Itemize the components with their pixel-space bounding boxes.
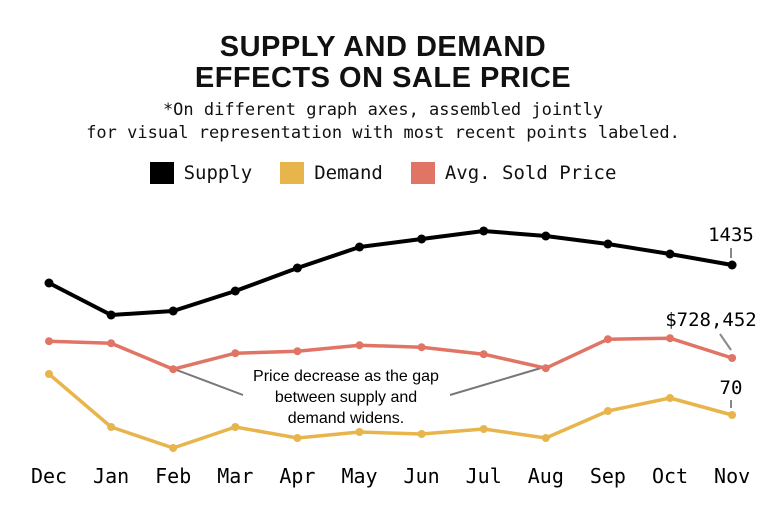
legend-label-price: Avg. Sold Price [444, 162, 617, 184]
data-point-1-Jul [479, 425, 488, 433]
legend-item-demand: Demand [280, 162, 383, 184]
data-point-2-Jun [417, 343, 426, 352]
data-point-0-Mar [230, 286, 240, 296]
data-point-2-Jan [107, 339, 116, 348]
last-value-label-2: $728,452 [665, 309, 757, 331]
subtitle-line-1: *On different graph axes, assembled join… [162, 100, 604, 120]
data-point-1-Jun [417, 430, 426, 438]
data-point-1-May [355, 428, 364, 436]
series-line-1 [47, 372, 733, 450]
x-tick-label-Apr: Apr [279, 464, 315, 488]
x-tick-label-Mar: Mar [217, 464, 253, 488]
data-point-1-Feb [169, 444, 178, 452]
data-point-0-Jun [417, 234, 427, 244]
chart-title: SUPPLY AND DEMAND EFFECTS ON SALE PRICE [0, 32, 766, 94]
x-tick-label-Feb: Feb [155, 464, 191, 488]
legend-swatch-supply [149, 162, 174, 184]
data-point-1-Nov [728, 411, 737, 419]
x-tick-label-Jan: Jan [93, 464, 129, 488]
annotation-line-1: between supply and [275, 389, 417, 406]
data-point-1-Oct [666, 394, 674, 402]
data-point-2-Feb [169, 365, 178, 374]
annotation-line-2: demand widens. [288, 410, 405, 427]
data-point-1-Apr [293, 434, 302, 442]
data-point-1-Aug [541, 434, 550, 442]
legend-swatch-demand [280, 162, 305, 184]
x-tick-label-Oct: Oct [652, 464, 688, 488]
data-point-0-Jul [479, 226, 489, 236]
data-point-2-May [355, 341, 364, 350]
data-point-2-Jul [479, 350, 488, 359]
data-point-2-Nov [728, 354, 737, 362]
data-point-0-Aug [541, 231, 551, 241]
legend-item-price: Avg. Sold Price [410, 162, 617, 184]
series-line-2 [48, 336, 733, 371]
last-value-label-1: 70 [720, 377, 743, 399]
legend: Supply Demand Avg. Sold Price [0, 162, 766, 184]
x-tick-label-Sep: Sep [590, 464, 626, 488]
data-point-1-Mar [231, 423, 240, 431]
x-tick-label-Aug: Aug [528, 464, 564, 488]
last-value-leader-2 [719, 333, 732, 351]
data-point-2-Mar [231, 349, 240, 358]
series-line-0 [48, 229, 733, 317]
data-point-1-Dec [45, 370, 53, 378]
chart-subtitle: *On different graph axes, assembled join… [0, 99, 766, 145]
title-line-1: SUPPLY AND DEMAND [219, 31, 547, 63]
x-tick-label-May: May [341, 464, 377, 488]
last-value-label-0: 1435 [708, 224, 754, 246]
x-tick-label-Jun: Jun [404, 464, 440, 488]
data-point-2-Aug [541, 364, 550, 373]
legend-label-supply: Supply [183, 162, 253, 184]
annotation-line-0: Price decrease as the gap [253, 368, 439, 385]
legend-label-demand: Demand [314, 162, 383, 184]
subtitle-line-2: for visual representation with most rece… [86, 123, 680, 143]
x-tick-label-Nov: Nov [714, 464, 750, 488]
x-tick-label-Jul: Jul [466, 464, 502, 488]
data-point-0-Jan [106, 310, 116, 320]
data-point-0-Feb [168, 306, 178, 316]
title-line-2: EFFECTS ON SALE PRICE [194, 62, 572, 94]
data-point-0-Oct [665, 249, 675, 259]
data-point-1-Jan [107, 423, 116, 431]
data-point-2-Dec [45, 337, 53, 346]
annotation-leader-left [173, 368, 244, 396]
x-tick-label-Dec: Dec [31, 464, 67, 488]
data-point-2-Sep [603, 335, 612, 344]
legend-item-supply: Supply [149, 162, 253, 184]
data-point-0-Nov [727, 260, 737, 270]
data-point-2-Oct [666, 334, 674, 343]
annotation-leader-right [449, 367, 542, 396]
data-point-0-Sep [603, 239, 613, 249]
data-point-0-Apr [292, 263, 302, 273]
data-point-0-Dec [44, 278, 54, 288]
legend-swatch-price [410, 162, 435, 184]
data-point-0-May [355, 242, 364, 252]
data-point-2-Apr [293, 347, 302, 356]
data-point-1-Sep [603, 407, 612, 415]
